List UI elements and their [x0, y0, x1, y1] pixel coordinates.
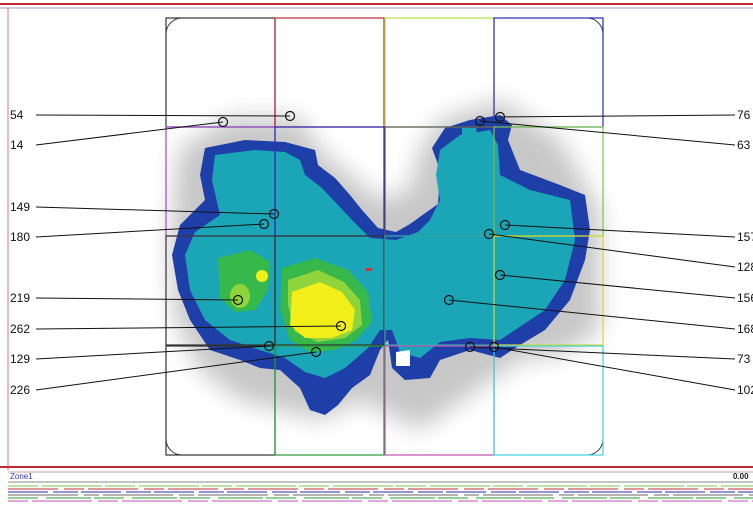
- callout-leader-line: [35, 351, 317, 391]
- callout-right-76: 76: [494, 108, 751, 123]
- callout-left-14: 14: [10, 116, 229, 152]
- heatmap: [172, 115, 590, 415]
- heat-hole: [396, 350, 410, 366]
- callout-leader-line: [499, 274, 736, 299]
- callout-right-168: 168: [443, 294, 753, 336]
- callout-label: 149: [10, 200, 30, 214]
- callout-point-marker: [464, 341, 476, 353]
- callout-point-marker: [335, 320, 347, 332]
- zone-strip: Zone1 0.00: [0, 466, 753, 502]
- callouts: 54 14 149 180 219 262 129 226 76 63 157 128 156 168 73…: [10, 108, 753, 397]
- zone-r4c4: [493, 345, 604, 456]
- zone-r3c4: [493, 235, 604, 346]
- callout-point-marker: [284, 110, 296, 122]
- callout-left-149: 149: [10, 200, 280, 220]
- callout-label: 102: [737, 383, 753, 397]
- callout-right-156: 156: [494, 269, 753, 305]
- zone-value-readout: 0.00: [733, 472, 749, 481]
- zone-r1c2: [274, 17, 385, 128]
- callout-leader-line: [469, 346, 736, 360]
- callout-right-102: 102: [488, 341, 753, 397]
- callout-label: 128: [737, 260, 753, 274]
- callout-label: 180: [10, 230, 30, 244]
- callout-leader-line: [448, 299, 736, 330]
- heat-hole-top: [462, 128, 478, 138]
- callout-right-63: 63: [474, 115, 751, 152]
- heat-spot-small: [256, 270, 268, 282]
- zone-r4c2: [274, 345, 385, 456]
- callout-left-54: 54: [10, 108, 296, 122]
- callout-point-marker: [483, 228, 495, 240]
- callout-left-226: 226: [10, 346, 322, 397]
- callout-label: 73: [737, 352, 751, 366]
- marker-dot: [366, 268, 372, 271]
- callout-leader-line: [499, 114, 736, 118]
- callout-leader-line: [35, 345, 270, 360]
- callout-label: 156: [737, 291, 753, 305]
- callout-left-129: 129: [10, 340, 275, 366]
- callout-label: 168: [737, 322, 753, 336]
- zone-grid: [165, 17, 604, 456]
- callout-point-marker: [258, 218, 270, 230]
- callout-leader-line: [35, 325, 342, 330]
- callout-point-marker: [499, 219, 511, 231]
- callout-point-marker: [232, 294, 244, 306]
- callout-label: 76: [737, 108, 751, 122]
- callout-left-180: 180: [10, 218, 270, 244]
- top-border: [0, 3, 753, 9]
- callout-label: 262: [10, 322, 30, 336]
- callout-leader-line: [479, 120, 736, 146]
- callout-right-157: 157: [499, 219, 753, 244]
- callout-leader-line: [488, 233, 736, 268]
- callout-point-marker: [494, 269, 506, 281]
- zone-r3c2: [274, 235, 385, 346]
- zone-r1c1: [165, 17, 276, 128]
- callout-point-marker: [494, 111, 506, 123]
- callout-point-marker: [443, 294, 455, 306]
- callout-right-128: 128: [483, 228, 753, 274]
- callout-point-marker: [263, 340, 275, 352]
- callout-label: 157: [737, 230, 753, 244]
- callout-leader-line: [35, 223, 265, 238]
- callout-leader-line: [35, 206, 275, 215]
- callout-label: 63: [737, 138, 751, 152]
- callout-label: 129: [10, 352, 30, 366]
- callout-leader-line: [35, 114, 291, 117]
- callout-left-219: 219: [10, 291, 244, 306]
- callout-label: 14: [10, 138, 24, 152]
- callout-leader-line: [504, 224, 736, 238]
- callout-point-marker: [310, 346, 322, 358]
- zone-label: Zone1: [10, 472, 33, 481]
- callout-point-marker: [474, 115, 486, 127]
- heat-layer-peak: [290, 282, 355, 338]
- callout-label: 54: [10, 108, 24, 122]
- callout-point-marker: [488, 341, 500, 353]
- callout-leader-line: [493, 346, 736, 391]
- callout-leader-line: [35, 297, 239, 301]
- callout-leader-line: [35, 121, 224, 146]
- callout-point-marker: [217, 116, 229, 128]
- callout-left-262: 262: [10, 320, 347, 336]
- callout-label: 226: [10, 383, 30, 397]
- callout-right-73: 73: [464, 341, 751, 366]
- callout-label: 219: [10, 291, 30, 305]
- callout-point-marker: [268, 208, 280, 220]
